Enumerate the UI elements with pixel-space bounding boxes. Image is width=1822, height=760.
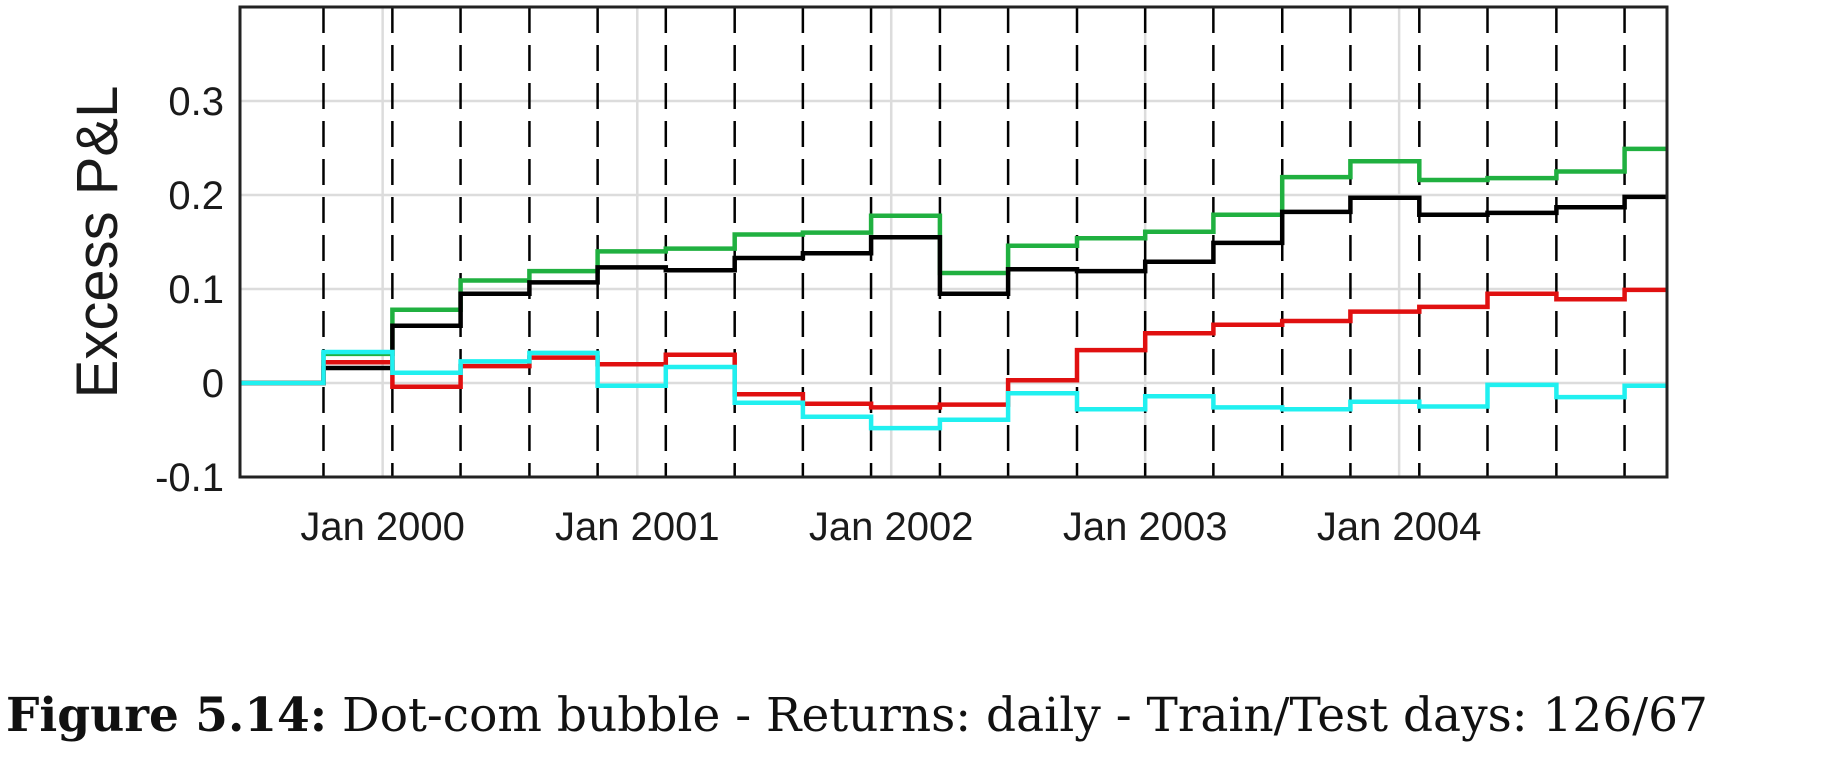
chart: -0.100.10.20.3 Jan 2000 Jan 2001 Jan 2002 J… — [65, 5, 1669, 549]
series-line-1 — [240, 146, 1667, 386]
y-tick-label: 0.3 — [168, 80, 224, 124]
x-tick-label: Jan 2003 — [1063, 505, 1228, 549]
x-tick-label: Jan 2000 — [300, 505, 465, 549]
caption-text: Dot-com bubble - Returns: daily - Train/… — [327, 688, 1708, 743]
series-line-3 — [240, 287, 1667, 410]
y-tick-label: 0 — [202, 362, 224, 406]
x-tick-label: Jan 2001 — [555, 505, 720, 549]
figure-caption: Figure 5.14: Dot-com bubble - Returns: d… — [6, 688, 1822, 743]
caption-label: Figure 5.14: — [6, 688, 328, 743]
y-tick-label: 0.1 — [168, 268, 224, 312]
x-tick-label: Jan 2002 — [809, 505, 974, 549]
x-tick-label: Jan 2004 — [1317, 505, 1482, 549]
y-axis-label: Excess P&L — [65, 86, 130, 399]
y-tick-label: -0.1 — [155, 456, 224, 500]
series-line-4 — [240, 349, 1667, 431]
y-tick-labels: -0.1 0 0.1 0.2 0.3 — [155, 80, 224, 500]
series-line-2 — [240, 194, 1667, 386]
x-tick-labels: Jan 2000 Jan 2001 Jan 2002 Jan 2003 Jan 2004 — [300, 505, 1481, 549]
plot-frame — [238, 5, 1669, 479]
y-tick-label: 0.2 — [168, 174, 224, 218]
series-lines — [240, 146, 1667, 431]
